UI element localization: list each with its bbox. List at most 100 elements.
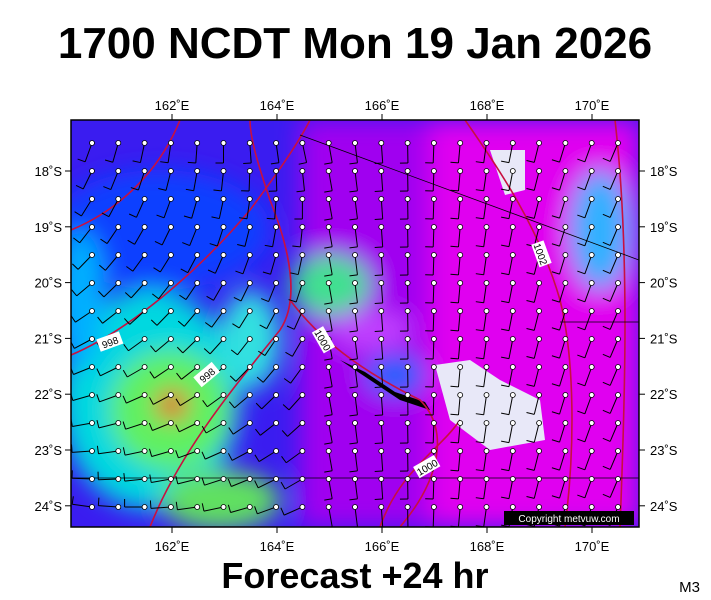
wind-barb-flag [122, 395, 127, 404]
isobar-label-box [413, 454, 441, 479]
wind-barb-flag [475, 385, 484, 388]
wind-barb [249, 142, 252, 163]
station [352, 476, 358, 482]
wind-barb [209, 338, 224, 355]
wind-barb [483, 394, 487, 415]
wind-barb-flag [374, 162, 383, 165]
wind-barb-flag [149, 397, 154, 405]
lon-label-top: 168˚E [470, 98, 505, 113]
wind-barb [301, 142, 308, 163]
station [115, 392, 122, 398]
wind-barb-flag [233, 297, 242, 302]
station [220, 364, 227, 370]
station [167, 252, 174, 258]
wind-barb [195, 142, 198, 163]
station [141, 364, 148, 370]
wind-barb [508, 226, 514, 247]
station [246, 476, 253, 482]
station [378, 504, 385, 510]
wind-barb-flag [475, 217, 484, 220]
wind-barb-flag [551, 159, 560, 163]
wind-barb [483, 254, 487, 275]
wind-barb [380, 478, 384, 499]
station [615, 140, 621, 146]
wind-barb-flag [349, 190, 358, 193]
station [536, 420, 542, 426]
station [220, 252, 227, 258]
station [483, 420, 490, 426]
station [325, 168, 332, 174]
wind-barb [291, 338, 303, 357]
station [562, 308, 569, 314]
wind-barb [533, 310, 540, 331]
isobar-label-box [193, 361, 221, 388]
wind-barb [158, 282, 172, 300]
wind-barb-flag [96, 368, 101, 376]
station [588, 420, 595, 426]
wind-barb-flag [602, 185, 611, 190]
wind-barb-flag [74, 211, 82, 217]
wind-barb-flag [258, 350, 266, 356]
station [588, 224, 595, 230]
wind-barb-flag [349, 414, 358, 417]
wind-barb [508, 170, 514, 191]
wind-barb [432, 198, 435, 220]
wind-barb-flag [577, 214, 586, 219]
wind-barb-flag [349, 330, 358, 333]
station [562, 196, 569, 202]
wind-barb [432, 142, 435, 164]
station [325, 476, 332, 482]
wind-barb [584, 226, 593, 246]
wind-barb [559, 198, 566, 219]
wind-barb [483, 198, 487, 219]
copyright-box [504, 511, 634, 525]
wind-barb [163, 198, 172, 218]
station [483, 252, 490, 258]
station [246, 308, 253, 314]
wind-barb [103, 282, 119, 298]
wind-barb [134, 226, 146, 245]
station [141, 392, 148, 398]
wind-barb [214, 254, 224, 274]
wind-barb-flag [324, 190, 333, 193]
station [194, 308, 201, 314]
wind-barb [457, 394, 461, 415]
station [378, 140, 385, 146]
lat-label-right: 23˚S [650, 443, 678, 458]
wind-barb-flag [204, 322, 213, 328]
wind-barb-flag [122, 369, 128, 378]
wind-barb [483, 226, 487, 247]
wind-barb [261, 394, 277, 410]
wind-barb-flag [239, 217, 248, 220]
station [615, 476, 621, 482]
wind-barb-flag [602, 465, 611, 470]
wind-barb-flag [526, 383, 535, 387]
wind-barb [177, 506, 198, 511]
station [220, 140, 227, 146]
station [246, 196, 253, 202]
station [115, 252, 122, 258]
lon-label-bottom: 162˚E [155, 539, 190, 554]
wind-barb-flag [551, 495, 560, 499]
station [325, 504, 332, 510]
station [141, 224, 148, 230]
wind-barb [584, 338, 593, 358]
wind-barb [380, 254, 384, 275]
wind-barb-flag [151, 293, 159, 300]
wind-barb [75, 310, 93, 323]
wind-barb [230, 506, 250, 513]
wind-barb [328, 254, 333, 275]
wind-barb-flag [577, 438, 586, 443]
wind-barb [609, 394, 619, 414]
wind-barb [283, 506, 303, 516]
wind-barb [584, 142, 593, 162]
isobar-label-box [311, 326, 336, 354]
wind-barb-flag [71, 496, 74, 505]
wind-barb [77, 254, 93, 270]
wind-barb [242, 254, 251, 274]
wind-barb-flag [602, 353, 611, 358]
station [509, 252, 516, 258]
lon-label-top: 170˚E [575, 98, 610, 113]
wind-barb [183, 310, 198, 327]
